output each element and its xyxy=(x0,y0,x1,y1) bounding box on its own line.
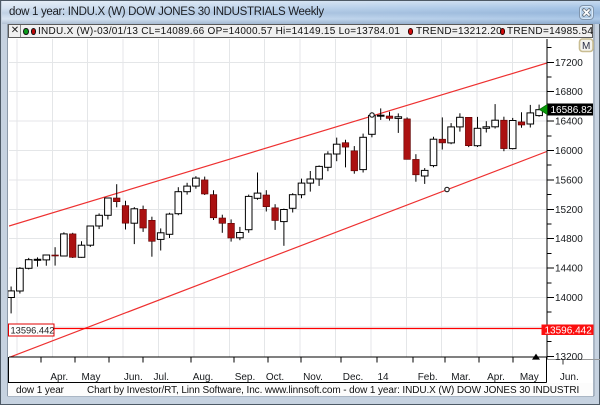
svg-text:May: May xyxy=(82,372,101,383)
svg-text:Aug.: Aug. xyxy=(193,372,214,383)
svg-text:Nov.: Nov. xyxy=(303,372,323,383)
svg-text:14800: 14800 xyxy=(555,234,583,245)
svg-text:Jul.: Jul. xyxy=(154,372,170,383)
svg-text:14000: 14000 xyxy=(555,293,583,304)
svg-text:16586.82: 16586.82 xyxy=(551,105,593,116)
svg-text:Apr.: Apr. xyxy=(487,372,505,383)
svg-text:16800: 16800 xyxy=(555,87,583,98)
svg-text:16400: 16400 xyxy=(555,117,583,128)
svg-text:Feb.: Feb. xyxy=(418,372,438,383)
svg-text:17200: 17200 xyxy=(555,58,583,69)
svg-text:14: 14 xyxy=(377,372,389,383)
svg-text:May: May xyxy=(520,372,539,383)
svg-text:13200: 13200 xyxy=(555,352,583,363)
svg-text:13596.442: 13596.442 xyxy=(545,326,593,337)
svg-text:13596.442: 13596.442 xyxy=(11,325,55,335)
svg-text:M: M xyxy=(582,41,590,52)
svg-text:Jun.: Jun. xyxy=(560,372,579,383)
svg-text:15600: 15600 xyxy=(555,175,583,186)
svg-text:14400: 14400 xyxy=(555,264,583,275)
svg-text:Jun.: Jun. xyxy=(124,372,143,383)
svg-text:Sep.: Sep. xyxy=(235,372,256,383)
svg-text:15200: 15200 xyxy=(555,205,583,216)
svg-text:Apr.: Apr. xyxy=(50,372,68,383)
svg-text:Mar.: Mar. xyxy=(451,372,470,383)
svg-text:Dec.: Dec. xyxy=(343,372,364,383)
svg-text:16000: 16000 xyxy=(555,146,583,157)
svg-text:Oct.: Oct. xyxy=(266,372,284,383)
